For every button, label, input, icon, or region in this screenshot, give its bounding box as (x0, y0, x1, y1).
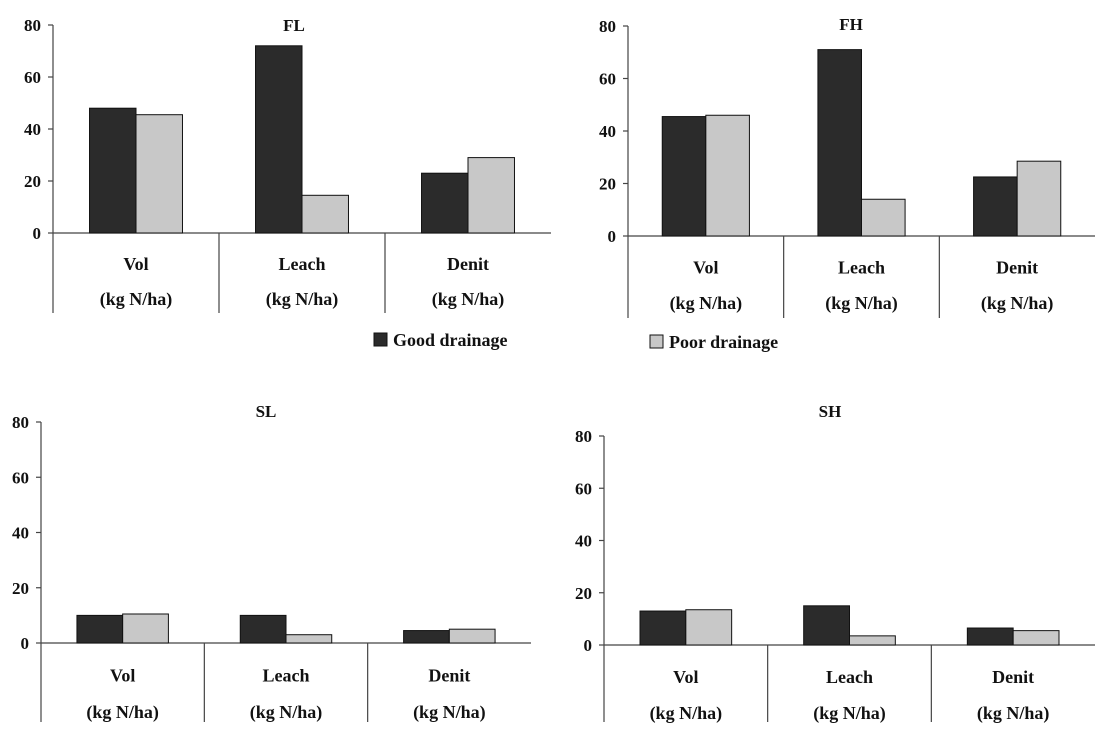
category-label-sh-denit: Denit (992, 667, 1034, 687)
category-label-fh-denit: Denit (996, 257, 1038, 277)
bar-fh-leach-good-drainage (817, 49, 862, 237)
category-unit-fl-leach: (kg N/ha) (266, 289, 339, 310)
bar-sl-denit-poor-drainage (448, 628, 496, 644)
bar-sh-vol-poor-drainage (685, 609, 733, 646)
y-tick-label-sl-80: 80 (12, 413, 29, 432)
bar-fl-denit-good-drainage (421, 172, 469, 234)
category-label-fl-leach: Leach (279, 254, 326, 274)
y-tick-label-sh-60: 60 (575, 479, 592, 498)
y-tick-label-fh-0: 0 (608, 227, 617, 246)
category-unit-fh-denit: (kg N/ha) (981, 293, 1054, 314)
legend-swatch-good-drainage (373, 332, 388, 347)
y-tick-label-fl-0: 0 (33, 224, 42, 243)
bar-sh-denit-poor-drainage (1012, 630, 1060, 646)
category-unit-fl-vol: (kg N/ha) (100, 289, 173, 310)
legend-swatch-poor-drainage (649, 334, 664, 349)
category-label-sh-vol: Vol (673, 667, 698, 687)
category-unit-fh-vol: (kg N/ha) (670, 293, 743, 314)
category-label-sl-leach: Leach (263, 665, 310, 685)
bar-fh-vol-poor-drainage (705, 114, 750, 237)
chart-title-fh: FH (839, 15, 863, 34)
category-unit-sl-vol: (kg N/ha) (86, 702, 159, 723)
bar-fh-denit-good-drainage (973, 176, 1018, 237)
bar-fh-leach-poor-drainage (861, 198, 906, 237)
bar-sl-vol-poor-drainage (122, 613, 169, 644)
bar-fl-vol-good-drainage (89, 107, 137, 234)
chart-title-sh: SH (819, 402, 842, 421)
y-tick-label-fh-40: 40 (599, 122, 616, 141)
category-label-fl-denit: Denit (447, 254, 489, 274)
category-label-fh-vol: Vol (693, 257, 718, 277)
category-label-sl-denit: Denit (428, 665, 470, 685)
chart-panel-sh: SH 0 20 40 60 80 Vol (kg N/ha) Leach (kg N/ha) Den… (575, 402, 1095, 724)
bar-sh-vol-good-drainage (639, 610, 687, 646)
category-unit-sh-leach: (kg N/ha) (813, 703, 886, 724)
y-tick-label-fh-80: 80 (599, 17, 616, 36)
legend-item-good-drainage: Good drainage (373, 330, 508, 350)
category-unit-sl-denit: (kg N/ha) (413, 702, 486, 723)
legend-item-poor-drainage: Poor drainage (649, 332, 778, 352)
bar-sl-denit-good-drainage (403, 630, 450, 644)
legend-label-poor-drainage: Poor drainage (669, 332, 778, 352)
bar-fl-leach-good-drainage (255, 45, 303, 234)
chart-panel-sl: SL 0 20 40 60 80 Vol (kg N/ha) Leach (kg N/ha) Den… (12, 402, 531, 723)
chart-panel-fl: FL 0 20 40 60 80 Vol (kg N/ha) Leach (kg N/ha) Den… (24, 16, 551, 313)
bar-sl-leach-poor-drainage (285, 634, 333, 644)
bar-sh-denit-good-drainage (966, 627, 1014, 646)
y-tick-label-fl-20: 20 (24, 172, 41, 191)
y-tick-label-sh-0: 0 (584, 636, 593, 655)
category-label-fh-leach: Leach (838, 257, 885, 277)
legend: Good drainage Poor drainage (373, 330, 778, 352)
category-unit-sh-vol: (kg N/ha) (650, 703, 723, 724)
category-unit-sh-denit: (kg N/ha) (977, 703, 1050, 724)
y-tick-label-sh-20: 20 (575, 584, 592, 603)
y-tick-label-fl-80: 80 (24, 16, 41, 35)
chart-panel-fh: FH 0 20 40 60 80 Vol (kg N/ha) Leach (kg N/ha) Den… (599, 15, 1095, 318)
y-tick-label-sh-40: 40 (575, 532, 592, 551)
category-label-fl-vol: Vol (123, 254, 148, 274)
y-tick-label-fl-40: 40 (24, 120, 41, 139)
bar-fh-vol-good-drainage (661, 116, 707, 237)
bar-fh-denit-poor-drainage (1016, 160, 1062, 237)
legend-label-good-drainage: Good drainage (393, 330, 508, 350)
chart-title-sl: SL (256, 402, 277, 421)
bar-fl-vol-poor-drainage (135, 114, 183, 234)
category-unit-sl-leach: (kg N/ha) (250, 702, 323, 723)
bar-sl-leach-good-drainage (239, 614, 287, 644)
bar-sh-leach-poor-drainage (849, 635, 896, 646)
chart-title-fl: FL (283, 16, 305, 35)
y-tick-label-sl-40: 40 (12, 524, 29, 543)
y-tick-label-fl-60: 60 (24, 68, 41, 87)
bar-fl-denit-poor-drainage (467, 157, 515, 234)
y-tick-label-sh-80: 80 (575, 427, 592, 446)
y-tick-label-sl-20: 20 (12, 579, 29, 598)
bar-fl-leach-poor-drainage (301, 194, 349, 234)
y-tick-label-sl-60: 60 (12, 468, 29, 487)
y-tick-label-fh-20: 20 (599, 175, 616, 194)
category-label-sl-vol: Vol (110, 665, 135, 685)
bar-sl-vol-good-drainage (76, 614, 124, 644)
category-unit-fl-denit: (kg N/ha) (432, 289, 505, 310)
category-label-sh-leach: Leach (826, 667, 873, 687)
y-tick-label-fh-60: 60 (599, 70, 616, 89)
y-tick-label-sl-0: 0 (21, 634, 30, 653)
category-unit-fh-leach: (kg N/ha) (825, 293, 898, 314)
bar-sh-leach-good-drainage (803, 605, 851, 646)
